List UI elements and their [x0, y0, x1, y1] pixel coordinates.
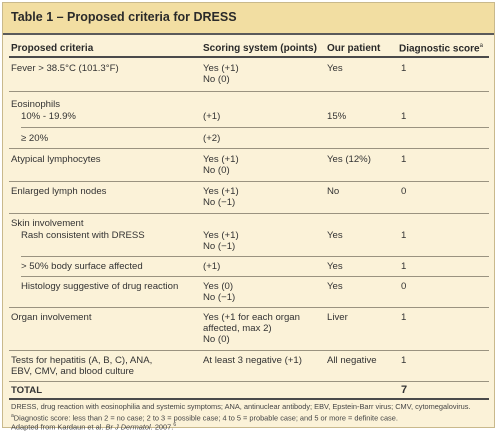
- row-body-surface-criteria: > 50% body surface affected: [21, 261, 143, 272]
- row-lymph-nodes-scoring-no: No (−1): [203, 197, 236, 208]
- row-atypical-lymphocytes-score: 1: [401, 154, 407, 165]
- row-eosinophils-range-1-score: 1: [401, 111, 407, 122]
- row-rule: [9, 213, 489, 214]
- row-fever-score: 1: [401, 63, 407, 74]
- row-atypical-lymphocytes-scoring-no: No (0): [203, 165, 230, 176]
- footnote-diagnostic-score-text: Diagnostic score: less than 2 = no case;…: [13, 413, 398, 423]
- row-rule: [21, 276, 489, 277]
- row-rash-scoring-no: No (−1): [203, 241, 236, 252]
- row-atypical-lymphocytes-patient: Yes (12%): [327, 154, 371, 165]
- row-eosinophils-range-2-scoring: (+2): [203, 133, 221, 144]
- row-rule: [9, 91, 489, 92]
- row-tests-patient: All negative: [327, 355, 377, 366]
- row-fever-scoring-no: No (0): [203, 74, 230, 85]
- header-our-patient: Our patient: [327, 43, 381, 54]
- row-lymph-nodes-criteria: Enlarged lymph nodes: [11, 186, 107, 197]
- table-title-bar: Table 1 – Proposed criteria for DRESS: [3, 3, 494, 35]
- row-histology-score: 0: [401, 281, 407, 292]
- row-tests-score: 1: [401, 355, 407, 366]
- row-organ-involvement-scoring-3: No (0): [203, 334, 230, 345]
- header-diagnostic-score: Diagnostic scorea: [399, 43, 483, 54]
- row-histology-criteria: Histology suggestive of drug reaction: [21, 281, 179, 292]
- row-lymph-nodes-score: 0: [401, 186, 407, 197]
- row-body-surface-scoring: (+1): [203, 261, 221, 272]
- row-rash-score: 1: [401, 230, 407, 241]
- row-rule: [9, 381, 489, 382]
- row-rule: [21, 256, 489, 257]
- row-fever-scoring-yes: Yes (+1): [203, 63, 239, 74]
- header-diagnostic-footnote-mark: a: [479, 43, 483, 49]
- row-histology-patient: Yes: [327, 281, 343, 292]
- row-tests-criteria-line-1: Tests for hepatitis (A, B, C), ANA,: [11, 355, 153, 366]
- row-rule: [9, 307, 489, 308]
- row-eosinophils-range-1-criteria: 10% - 19.9%: [21, 111, 76, 122]
- row-rule: [9, 350, 489, 351]
- row-tests-criteria-line-2: EBV, CMV, and blood culture: [11, 366, 135, 377]
- row-atypical-lymphocytes-criteria: Atypical lymphocytes: [11, 154, 101, 165]
- header-proposed-criteria: Proposed criteria: [11, 43, 94, 54]
- row-organ-involvement-patient: Liver: [327, 312, 348, 323]
- row-eosinophils-range-1-scoring: (+1): [203, 111, 221, 122]
- footnote-source: Adapted from Kardaun et al. Br J Dermato…: [11, 420, 176, 432]
- row-body-surface-patient: Yes: [327, 261, 343, 272]
- table-card: Table 1 – Proposed criteria for DRESS Pr…: [2, 2, 495, 431]
- row-body-surface-score: 1: [401, 261, 407, 272]
- row-atypical-lymphocytes-scoring-yes: Yes (+1): [203, 154, 239, 165]
- row-histology-scoring-no: No (−1): [203, 292, 236, 303]
- footnote-abbreviations: DRESS, drug reaction with eosinophilia a…: [11, 402, 471, 411]
- row-fever-patient: Yes: [327, 63, 343, 74]
- header-scoring-system: Scoring system (points): [203, 43, 317, 54]
- row-eosinophils-range-2-criteria: ≥ 20%: [21, 133, 49, 144]
- row-rash-patient: Yes: [327, 230, 343, 241]
- row-rule: [21, 127, 489, 128]
- row-tests-scoring: At least 3 negative (+1): [203, 355, 302, 366]
- row-rule: [9, 148, 489, 149]
- header-diagnostic-score-label: Diagnostic score: [399, 43, 480, 55]
- row-total-score: 7: [401, 384, 408, 396]
- row-fever-criteria: Fever > 38.5°C (101.3°F): [11, 63, 119, 74]
- header-rule: [9, 56, 489, 58]
- row-histology-scoring-yes: Yes (0): [203, 281, 234, 292]
- table-title: Table 1 – Proposed criteria for DRESS: [11, 10, 237, 24]
- row-rash-scoring-yes: Yes (+1): [203, 230, 239, 241]
- row-organ-involvement-score: 1: [401, 312, 407, 323]
- footnote-diagnostic-score: aDiagnostic score: less than 2 = no case…: [11, 411, 398, 423]
- row-organ-involvement-scoring-1: Yes (+1 for each organ: [203, 312, 300, 323]
- row-eosinophils-criteria: Eosinophils: [11, 99, 61, 110]
- row-rash-criteria: Rash consistent with DRESS: [21, 230, 145, 241]
- footnote-source-prefix: Adapted from Kardaun et al.: [11, 422, 104, 432]
- row-eosinophils-range-1-patient: 15%: [327, 111, 347, 122]
- footnote-diagnostic-score-mark: a: [11, 413, 14, 419]
- footnote-source-mark: 6: [173, 422, 177, 428]
- row-total-label: TOTAL: [11, 385, 43, 396]
- row-organ-involvement-criteria: Organ involvement: [11, 312, 92, 323]
- footnote-source-journal: Br J Dermatol.: [105, 422, 153, 432]
- row-skin-involvement-criteria: Skin involvement: [11, 218, 84, 229]
- footnote-source-year: 2007.: [154, 422, 174, 432]
- table-bottom-rule: [9, 398, 489, 400]
- row-lymph-nodes-scoring-yes: Yes (+1): [203, 186, 239, 197]
- row-organ-involvement-scoring-2: affected, max 2): [203, 323, 272, 334]
- row-lymph-nodes-patient: No: [327, 186, 340, 197]
- row-rule: [9, 181, 489, 182]
